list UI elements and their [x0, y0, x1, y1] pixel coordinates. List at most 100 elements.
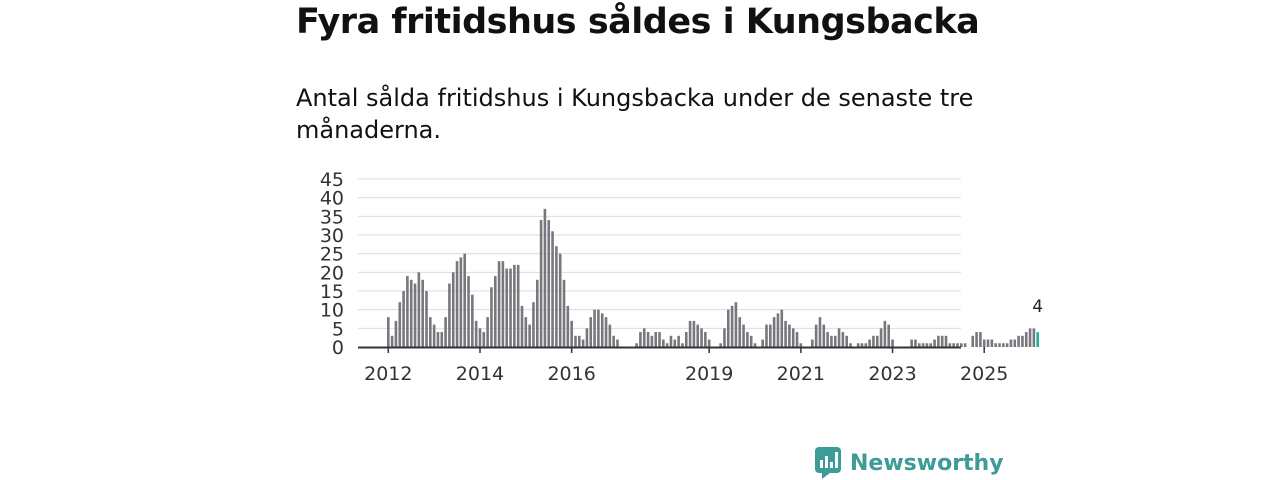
bar [696, 324, 700, 347]
bar [524, 317, 528, 347]
bar [593, 309, 596, 347]
x-axis-labels: 2012 2014 2016 2019 2021 2023 2025 [364, 363, 1008, 385]
bar [455, 261, 459, 347]
bar [581, 339, 585, 347]
bar [471, 294, 474, 347]
bar [822, 324, 826, 347]
bar [650, 335, 654, 347]
bar [387, 317, 390, 347]
bar [1028, 328, 1032, 347]
bar [604, 317, 608, 347]
bar [845, 335, 848, 347]
bar [849, 343, 852, 347]
bar [937, 335, 940, 347]
bar [1032, 328, 1036, 347]
bar [578, 335, 581, 347]
last-value-label: 4 [1032, 297, 1043, 317]
bar [585, 328, 589, 347]
bar [390, 335, 394, 347]
bar [440, 332, 444, 347]
bar [753, 343, 757, 347]
bars [387, 208, 1039, 347]
newsworthy-logo: Newsworthy [814, 446, 1004, 480]
bar [570, 320, 573, 347]
newsworthy-logo-icon [815, 447, 841, 479]
bar [761, 339, 764, 347]
bar [730, 305, 734, 347]
bar [444, 317, 447, 347]
bar [742, 324, 745, 347]
bar [914, 339, 917, 347]
bar [986, 339, 990, 347]
bar [459, 257, 463, 347]
bar [1002, 343, 1005, 347]
bar [642, 328, 646, 347]
bar [490, 287, 493, 347]
bar [994, 343, 997, 347]
y-tick-label: 30 [320, 225, 344, 247]
bar [1021, 335, 1024, 347]
bar [425, 291, 428, 347]
bar [574, 335, 577, 347]
bar [394, 320, 398, 347]
bar [1005, 343, 1009, 347]
bar [944, 335, 948, 347]
bar [662, 339, 665, 347]
bar [448, 283, 451, 347]
bar [1024, 332, 1028, 347]
bar [826, 332, 829, 347]
bar [1013, 339, 1017, 347]
bar [688, 320, 692, 347]
bar [501, 261, 505, 347]
bar [658, 332, 661, 347]
bar [784, 320, 787, 347]
bar [875, 335, 879, 347]
bar [723, 328, 726, 347]
bar [646, 332, 650, 347]
bar [814, 324, 818, 347]
bar [654, 332, 657, 347]
y-tick-label: 15 [320, 281, 344, 303]
bar [566, 305, 570, 347]
bar [734, 302, 738, 347]
bar [799, 343, 803, 347]
y-tick-label: 5 [332, 318, 344, 340]
chart-subtitle: Antal sålda fritidshus i Kungsbacka unde… [296, 84, 974, 144]
bar [956, 343, 959, 347]
bar [929, 343, 933, 347]
bar [600, 313, 604, 347]
bar [612, 335, 615, 347]
bar [398, 302, 402, 347]
bar [665, 343, 669, 347]
bar [497, 261, 501, 347]
bar [589, 317, 593, 347]
bar [429, 317, 432, 347]
bar [811, 339, 814, 347]
y-tick-label: 20 [320, 262, 344, 284]
bar [635, 343, 638, 347]
bar [692, 320, 696, 347]
bar [791, 328, 795, 347]
bar [883, 320, 887, 347]
bar [719, 343, 722, 347]
bar [421, 279, 424, 347]
bar [417, 272, 421, 347]
bar [971, 335, 975, 347]
x-tick-label: 2016 [547, 363, 595, 385]
bar [982, 339, 986, 347]
bar [749, 335, 753, 347]
bar [463, 253, 466, 347]
bar [837, 328, 841, 347]
bar [474, 320, 478, 347]
bar [998, 343, 1001, 347]
bar [413, 283, 417, 347]
bar [616, 339, 619, 347]
bar [776, 313, 780, 347]
bar [769, 324, 772, 347]
bar [952, 343, 955, 347]
bar [532, 302, 535, 347]
bar [1009, 339, 1013, 347]
bar [872, 335, 875, 347]
